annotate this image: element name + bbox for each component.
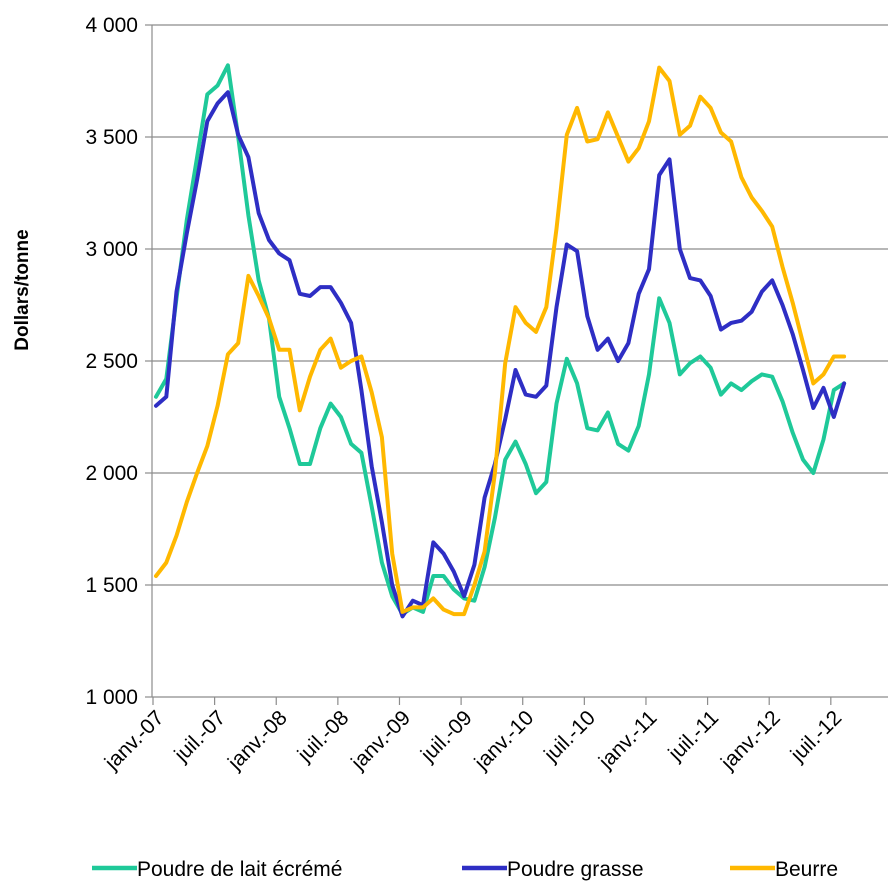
series-line-beurre	[154, 65, 847, 617]
x-tick-label: janv.-07	[100, 706, 169, 775]
y-tick-labels: 1 000 1 500 2 000 2 500 3 000 3 500 4 000	[85, 14, 138, 709]
x-tick-label: janv.-12	[716, 706, 785, 775]
x-tick-label: juil.-11	[663, 706, 723, 766]
legend-label: Beurre	[775, 858, 838, 881]
y-tick-label: 4 000	[85, 14, 138, 37]
legend: Poudre de lait écrémé Poudre grasse Beurre	[92, 858, 838, 881]
series-lines	[154, 63, 847, 619]
x-tick-label: juil.-08	[293, 706, 354, 767]
x-tick-label: juil.-12	[786, 706, 847, 767]
series-line-poudre-de-lait-ecreme	[154, 63, 847, 617]
x-tick-label: janv.-08	[223, 706, 292, 775]
y-tick-label: 3 000	[85, 238, 138, 261]
x-tick-label: janv.-11	[594, 706, 662, 774]
y-tick-label: 3 500	[85, 126, 138, 149]
x-tick-label: janv.-09	[346, 706, 415, 775]
axes	[145, 24, 888, 705]
series-line-poudre-grasse	[154, 90, 847, 619]
y-tick-label: 1 000	[85, 686, 138, 709]
x-tick-label: juil.-07	[169, 706, 230, 767]
y-tick-label: 2 500	[85, 350, 138, 373]
x-tick-label: juil.-10	[539, 706, 600, 767]
y-axis-label: Dollars/tonne	[12, 229, 33, 350]
y-tick-label: 1 500	[85, 574, 138, 597]
x-tick-label: juil.-09	[416, 706, 477, 767]
legend-label: Poudre grasse	[507, 858, 644, 881]
legend-label: Poudre de lait écrémé	[137, 858, 342, 881]
x-tick-label: janv.-10	[470, 706, 539, 775]
y-tick-label: 2 000	[85, 462, 138, 485]
